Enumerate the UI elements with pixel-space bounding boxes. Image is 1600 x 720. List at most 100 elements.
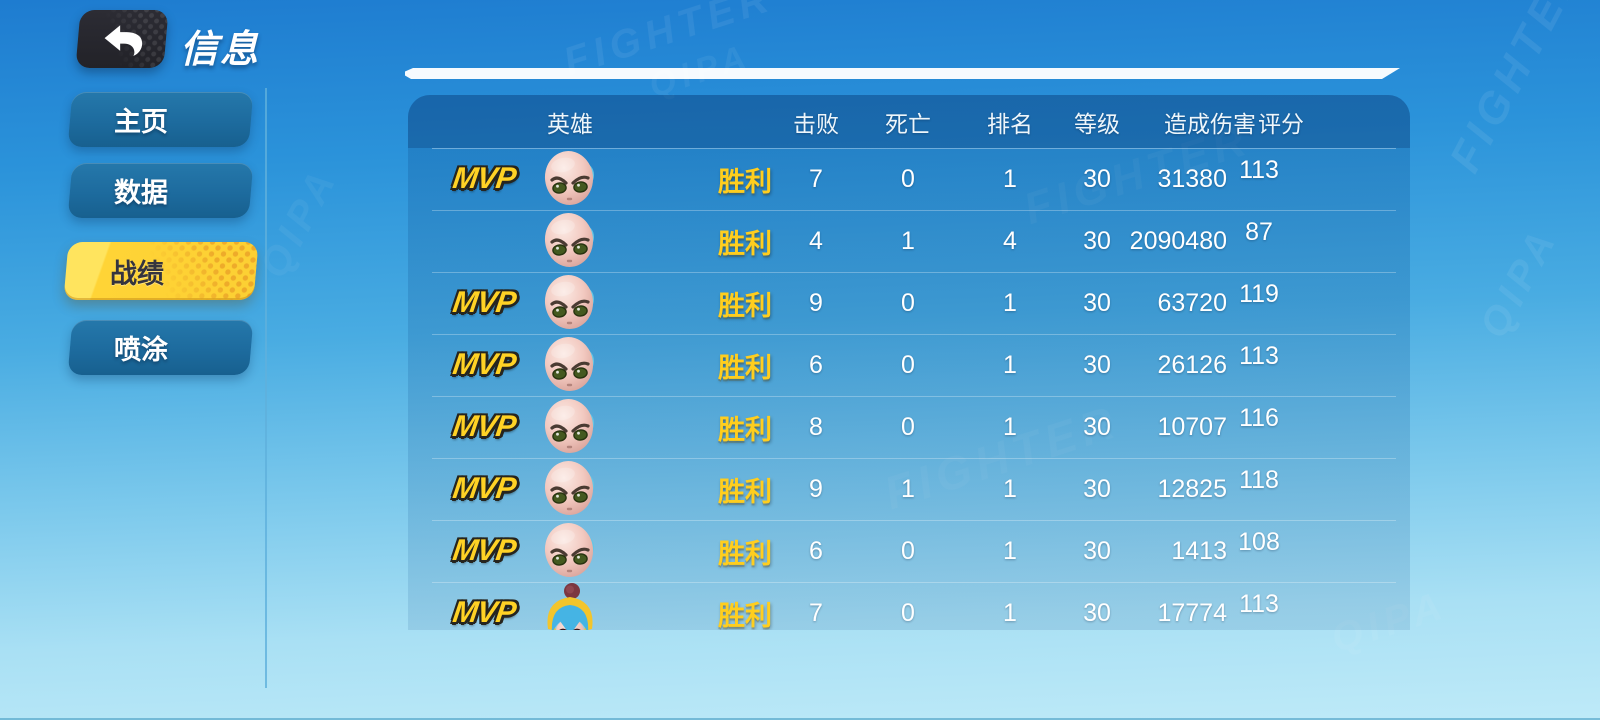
level-value: 30 <box>1083 598 1111 627</box>
watermark-text: FIGHTER <box>1440 0 1594 181</box>
table-row[interactable]: MVP 胜利 7 0 1 30 31380 113 <box>408 148 1410 210</box>
damage-value: 26126 <box>1157 350 1227 379</box>
level-value: 30 <box>1083 288 1111 317</box>
kills-value: 9 <box>809 474 823 503</box>
score-value: 118 <box>1239 465 1279 494</box>
deaths-value: 1 <box>901 474 915 503</box>
column-header-rank: 排名 <box>987 110 1033 137</box>
kills-value: 7 <box>809 598 823 627</box>
mvp-badge: MVP <box>450 596 518 629</box>
damage-value: 1413 <box>1171 536 1227 565</box>
hero-avatar-icon <box>540 211 600 271</box>
level-value: 30 <box>1083 164 1111 193</box>
hero-avatar-icon <box>540 273 600 333</box>
mvp-badge: MVP <box>450 534 518 567</box>
hero-avatar-icon <box>540 335 600 395</box>
back-button[interactable] <box>75 10 169 68</box>
table-row[interactable]: MVP 胜利 6 0 1 30 26126 113 <box>408 334 1410 396</box>
mvp-badge: MVP <box>450 162 518 195</box>
column-header-deaths: 死亡 <box>885 110 931 137</box>
deaths-value: 0 <box>901 350 915 379</box>
table-row[interactable]: MVP 胜利 9 1 1 30 12825 118 <box>408 458 1410 520</box>
rank-value: 4 <box>1003 226 1017 255</box>
column-header-kills: 击败 <box>793 110 839 137</box>
match-result: 胜利 <box>718 228 772 259</box>
deaths-value: 0 <box>901 288 915 317</box>
score-value: 113 <box>1239 155 1279 184</box>
damage-value: 2090480 <box>1129 226 1227 255</box>
table-row[interactable]: MVP 胜利 7 0 1 30 17774 113 <box>408 582 1410 630</box>
level-value: 30 <box>1083 226 1111 255</box>
deaths-value: 0 <box>901 164 915 193</box>
mvp-badge: MVP <box>450 472 518 505</box>
kills-value: 6 <box>809 536 823 565</box>
score-value: 108 <box>1238 527 1280 556</box>
battle-record-table: 英雄 击败 死亡 排名 等级 造成伤害 评分 MVP 胜利 7 0 1 30 3… <box>408 95 1410 630</box>
page-title: 信息 <box>180 29 261 71</box>
sidebar-item-data[interactable]: 数据 <box>67 163 254 218</box>
level-value: 30 <box>1083 474 1111 503</box>
column-header-score: 评分 <box>1258 110 1304 137</box>
table-row[interactable]: MVP 胜利 6 0 1 30 1413 108 <box>408 520 1410 582</box>
damage-value: 63720 <box>1157 288 1227 317</box>
score-value: 116 <box>1239 403 1279 432</box>
sidebar-item-spray[interactable]: 喷涂 <box>67 320 254 375</box>
table-row[interactable]: MVP 胜利 9 0 1 30 63720 119 <box>408 272 1410 334</box>
match-result: 胜利 <box>718 166 772 197</box>
column-header-damage: 造成伤害 <box>1164 110 1256 137</box>
table-row[interactable]: MVP 胜利 8 0 1 30 10707 116 <box>408 396 1410 458</box>
sidebar-item-label: 喷涂 <box>114 335 168 365</box>
match-result: 胜利 <box>718 600 772 631</box>
hero-avatar-icon <box>540 397 600 457</box>
match-result: 胜利 <box>718 352 772 383</box>
deaths-value: 0 <box>901 412 915 441</box>
table-row[interactable]: 胜利 4 1 4 30 2090480 87 <box>408 210 1410 272</box>
sidebar-item-home[interactable]: 主页 <box>67 92 254 147</box>
back-arrow-icon <box>104 25 143 57</box>
damage-value: 17774 <box>1157 598 1227 627</box>
damage-value: 31380 <box>1157 164 1227 193</box>
score-value: 87 <box>1245 217 1273 246</box>
kills-value: 8 <box>809 412 823 441</box>
sidebar-divider <box>265 88 267 688</box>
mvp-badge: MVP <box>450 410 518 443</box>
hero-avatar-icon <box>540 583 600 630</box>
hero-avatar-icon <box>540 149 600 209</box>
column-header-level: 等级 <box>1074 110 1120 137</box>
table-body: MVP 胜利 7 0 1 30 31380 113 胜利 4 1 4 30 20… <box>408 148 1410 630</box>
hero-avatar-icon <box>540 521 600 581</box>
match-result: 胜利 <box>718 538 772 569</box>
column-header-hero: 英雄 <box>547 110 593 137</box>
mvp-badge: MVP <box>450 348 518 381</box>
sidebar: 主页 数据 战绩 喷涂 <box>63 92 259 391</box>
kills-value: 9 <box>809 288 823 317</box>
match-result: 胜利 <box>718 476 772 507</box>
rank-value: 1 <box>1003 536 1017 565</box>
level-value: 30 <box>1083 412 1111 441</box>
damage-value: 10707 <box>1157 412 1227 441</box>
table-header: 英雄 击败 死亡 排名 等级 造成伤害 评分 <box>408 95 1410 148</box>
score-value: 119 <box>1239 279 1279 308</box>
deaths-value: 0 <box>901 536 915 565</box>
panel-top-line <box>405 68 1400 79</box>
mvp-badge: MVP <box>450 286 518 319</box>
kills-value: 6 <box>809 350 823 379</box>
sidebar-item-battle-record[interactable]: 战绩 <box>63 242 259 300</box>
match-result: 胜利 <box>718 290 772 321</box>
level-value: 30 <box>1083 536 1111 565</box>
sidebar-item-label: 主页 <box>114 107 168 137</box>
kills-value: 7 <box>809 164 823 193</box>
score-value: 113 <box>1239 341 1279 370</box>
level-value: 30 <box>1083 350 1111 379</box>
rank-value: 1 <box>1003 598 1017 627</box>
watermark-text: QIPA <box>1471 219 1567 346</box>
sidebar-item-label: 数据 <box>114 178 168 208</box>
rank-value: 1 <box>1003 350 1017 379</box>
hero-avatar-icon <box>540 459 600 519</box>
match-result: 胜利 <box>718 414 772 445</box>
deaths-value: 1 <box>901 226 915 255</box>
damage-value: 12825 <box>1157 474 1227 503</box>
deaths-value: 0 <box>901 598 915 627</box>
sidebar-item-label: 战绩 <box>110 258 164 289</box>
score-value: 113 <box>1239 589 1279 618</box>
